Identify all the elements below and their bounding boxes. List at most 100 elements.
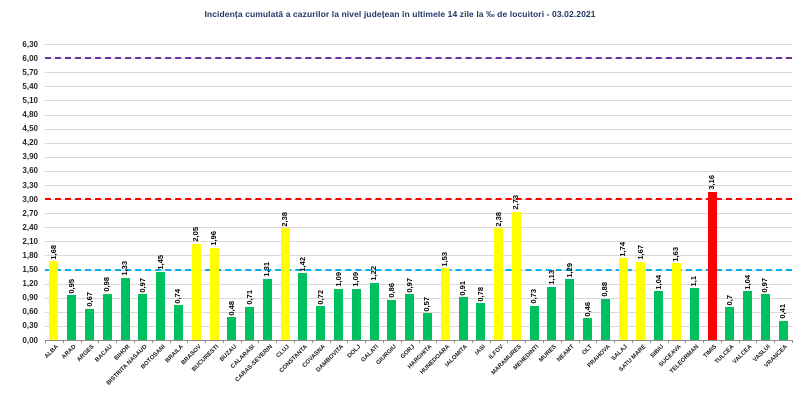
- x-axis-tick: [365, 340, 367, 343]
- x-axis-tick: [329, 340, 331, 343]
- gridline: [45, 185, 792, 186]
- bar-sibiu: [654, 291, 664, 340]
- y-axis-label: 6,00: [22, 53, 38, 63]
- x-axis-tick: [631, 340, 633, 343]
- bar-value-label: 2,73: [511, 195, 521, 210]
- bar-timis: [707, 191, 717, 340]
- bar-value-label: 1,67: [635, 244, 645, 260]
- bar-bistrita-nasaud: [138, 294, 148, 340]
- x-axis-tick: [436, 340, 438, 343]
- bar-salaj: [618, 258, 628, 340]
- bar-arges: [85, 308, 94, 340]
- bar-value-label: 0,71: [244, 290, 254, 305]
- x-axis-tick: [80, 340, 82, 343]
- bar-value-label: 0,78: [475, 286, 485, 302]
- x-axis-tick: [151, 340, 153, 343]
- bar-valcea: [743, 291, 752, 340]
- y-axis-label: 5,70: [22, 67, 38, 77]
- y-axis-label: 6,30: [22, 39, 38, 49]
- bar-mehedinti: [529, 305, 539, 340]
- y-axis-label: 3,00: [22, 194, 38, 204]
- x-axis-tick: [543, 340, 544, 343]
- bar-satu-mare: [636, 261, 646, 340]
- y-axis-label: 4,50: [22, 124, 38, 134]
- bar-alba: [49, 261, 59, 340]
- bar-dambovita: [334, 288, 343, 340]
- bar-bucuresti: [209, 247, 219, 340]
- gridline: [45, 227, 792, 229]
- bar-prahova: [600, 298, 610, 340]
- bar-value-label: 1,29: [564, 262, 574, 278]
- y-axis-label: 2,70: [22, 208, 38, 218]
- bar-value-label: 0,97: [404, 277, 414, 293]
- bar-arad: [67, 295, 77, 340]
- gridline: [45, 311, 792, 313]
- gridline: [45, 255, 792, 257]
- bar-value-label: 0,95: [66, 278, 76, 294]
- y-axis-label: 1,50: [22, 265, 38, 274]
- x-axis-label: MURES: [538, 344, 559, 364]
- bar-value-label: 0,7: [724, 294, 734, 306]
- y-axis-label: 0,30: [22, 321, 38, 331]
- bar-value-label: 1,42: [297, 256, 307, 272]
- x-axis-tick: [347, 340, 349, 343]
- gridline: [45, 170, 792, 172]
- x-axis-tick: [471, 340, 473, 343]
- bar-bihor: [120, 277, 130, 340]
- bar-giurgiu: [387, 299, 397, 340]
- bar-value-label: 0,41: [778, 304, 788, 319]
- gridline: [45, 283, 792, 285]
- bar-gorj: [405, 294, 415, 340]
- bar-neamt: [565, 279, 575, 340]
- bar-value-label: 2,38: [280, 211, 290, 227]
- bar-value-label: 0,48: [226, 300, 236, 316]
- gridline: [45, 100, 792, 102]
- bar-value-label: 0,72: [315, 289, 325, 305]
- x-axis-tick: [45, 340, 46, 343]
- bar-value-label: 1,33: [120, 260, 129, 276]
- x-axis-tick: [276, 340, 278, 343]
- x-axis-tick: [382, 340, 384, 343]
- x-axis-tick: [774, 340, 776, 343]
- x-axis-label: NEAMT: [556, 344, 576, 364]
- x-axis-tick: [294, 340, 295, 343]
- x-axis-tick: [62, 340, 64, 343]
- y-axis-label: 4,20: [22, 138, 38, 148]
- gridline: [45, 86, 792, 88]
- y-axis-label: 4,80: [22, 110, 38, 119]
- bar-value-label: 2,38: [493, 211, 503, 227]
- x-axis-label: SIBIU: [649, 344, 665, 360]
- gridline: [45, 114, 792, 116]
- x-axis-tick: [311, 340, 313, 343]
- bar-buzau: [227, 317, 237, 340]
- y-axis-label: 3,60: [22, 166, 38, 176]
- x-axis-tick: [205, 340, 207, 343]
- x-axis-tick: [489, 340, 491, 343]
- x-axis-tick: [703, 340, 705, 343]
- threshold-line-6: [45, 57, 792, 60]
- x-axis-tick: [596, 340, 598, 343]
- y-axis-label: 1,80: [22, 250, 38, 260]
- bar-ilfov: [494, 228, 503, 340]
- x-axis-tick: [614, 340, 616, 343]
- x-axis-tick: [169, 340, 171, 343]
- gridline: [45, 156, 792, 158]
- gridline: [45, 213, 792, 215]
- x-axis-tick: [187, 340, 189, 343]
- bar-value-label: 0,73: [529, 289, 539, 304]
- bar-value-label: 0,57: [422, 296, 432, 312]
- x-axis-tick: [578, 340, 580, 343]
- bar-value-label: 0,98: [102, 277, 112, 292]
- bar-value-label: 0,97: [760, 277, 770, 293]
- bar-galati: [369, 282, 379, 340]
- bar-value-label: 1,31: [262, 261, 272, 277]
- y-axis-label: 2,40: [22, 222, 38, 232]
- bar-iasi: [476, 303, 486, 340]
- x-axis-tick: [240, 340, 242, 343]
- bar-value-label: 1,04: [653, 274, 663, 290]
- bar-value-label: 1,13: [546, 270, 556, 285]
- bar-value-label: 1,96: [209, 231, 218, 246]
- bar-botosani: [156, 271, 166, 340]
- y-axis-label: 0,60: [22, 307, 38, 317]
- x-axis-tick: [720, 340, 722, 343]
